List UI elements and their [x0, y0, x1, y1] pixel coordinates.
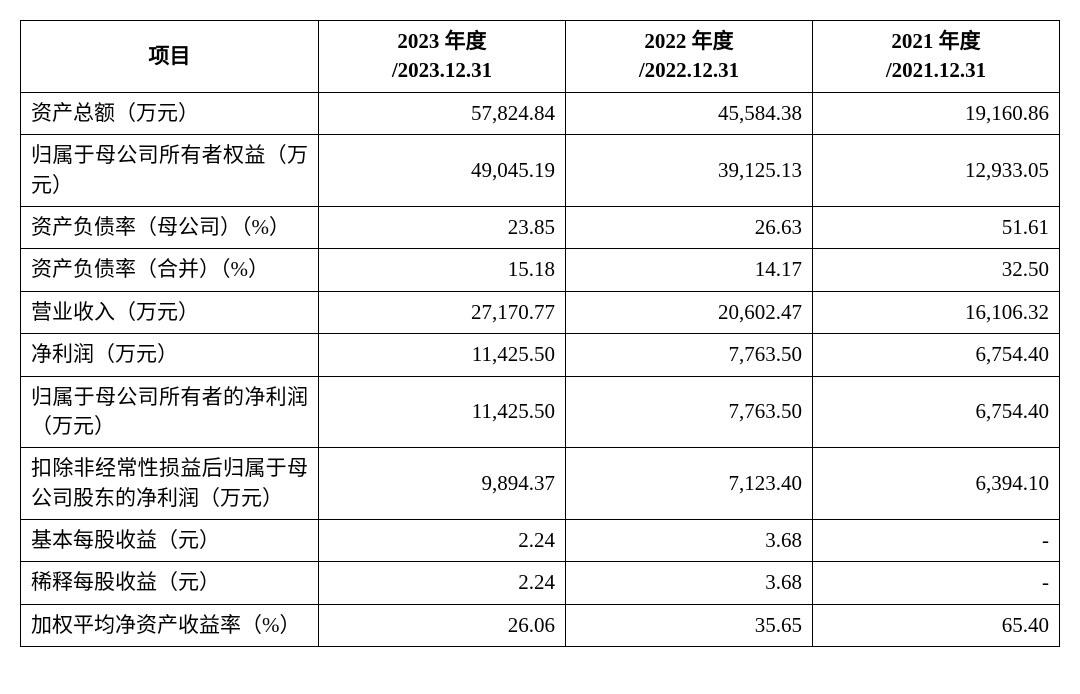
- header-2022-line2: /2022.12.31: [576, 56, 802, 85]
- row-label: 净利润（万元）: [21, 334, 319, 376]
- header-2021-line2: /2021.12.31: [823, 56, 1049, 85]
- row-value-2021: 6,754.40: [813, 334, 1060, 376]
- row-value-2023: 2.24: [319, 562, 566, 604]
- row-label: 基本每股收益（元）: [21, 520, 319, 562]
- row-label: 归属于母公司所有者的净利润（万元）: [21, 376, 319, 448]
- row-value-2021: 65.40: [813, 604, 1060, 646]
- header-2023-line2: /2023.12.31: [329, 56, 555, 85]
- row-value-2021: 6,394.10: [813, 448, 1060, 520]
- table-row: 稀释每股收益（元） 2.24 3.68 -: [21, 562, 1060, 604]
- row-value-2022: 14.17: [566, 249, 813, 291]
- row-value-2022: 3.68: [566, 520, 813, 562]
- table-row: 加权平均净资产收益率（%） 26.06 35.65 65.40: [21, 604, 1060, 646]
- row-value-2021: 12,933.05: [813, 135, 1060, 207]
- row-value-2022: 7,763.50: [566, 334, 813, 376]
- row-value-2023: 27,170.77: [319, 291, 566, 333]
- row-label: 资产负债率（母公司）（%）: [21, 206, 319, 248]
- row-value-2023: 9,894.37: [319, 448, 566, 520]
- table-body: 资产总额（万元） 57,824.84 45,584.38 19,160.86 归…: [21, 92, 1060, 646]
- row-value-2022: 35.65: [566, 604, 813, 646]
- header-2021: 2021 年度 /2021.12.31: [813, 21, 1060, 93]
- row-value-2022: 39,125.13: [566, 135, 813, 207]
- row-value-2021: 16,106.32: [813, 291, 1060, 333]
- table-row: 归属于母公司所有者权益（万元） 49,045.19 39,125.13 12,9…: [21, 135, 1060, 207]
- row-value-2023: 11,425.50: [319, 334, 566, 376]
- row-label: 资产负债率（合并）（%）: [21, 249, 319, 291]
- table-row: 基本每股收益（元） 2.24 3.68 -: [21, 520, 1060, 562]
- row-label: 归属于母公司所有者权益（万元）: [21, 135, 319, 207]
- row-value-2022: 7,123.40: [566, 448, 813, 520]
- header-item: 项目: [21, 21, 319, 93]
- header-2023-line1: 2023 年度: [329, 27, 555, 56]
- financial-table: 项目 2023 年度 /2023.12.31 2022 年度 /2022.12.…: [20, 20, 1060, 647]
- header-2022-line1: 2022 年度: [576, 27, 802, 56]
- row-value-2022: 7,763.50: [566, 376, 813, 448]
- row-value-2023: 49,045.19: [319, 135, 566, 207]
- row-value-2022: 20,602.47: [566, 291, 813, 333]
- row-value-2022: 26.63: [566, 206, 813, 248]
- table-row: 营业收入（万元） 27,170.77 20,602.47 16,106.32: [21, 291, 1060, 333]
- table-header-row: 项目 2023 年度 /2023.12.31 2022 年度 /2022.12.…: [21, 21, 1060, 93]
- row-value-2022: 3.68: [566, 562, 813, 604]
- row-value-2023: 23.85: [319, 206, 566, 248]
- table-row: 资产负债率（合并）（%） 15.18 14.17 32.50: [21, 249, 1060, 291]
- row-value-2021: -: [813, 562, 1060, 604]
- header-2022: 2022 年度 /2022.12.31: [566, 21, 813, 93]
- row-label: 加权平均净资产收益率（%）: [21, 604, 319, 646]
- table-row: 扣除非经常性损益后归属于母公司股东的净利润（万元） 9,894.37 7,123…: [21, 448, 1060, 520]
- row-label: 资产总额（万元）: [21, 92, 319, 134]
- row-value-2021: 19,160.86: [813, 92, 1060, 134]
- table-row: 归属于母公司所有者的净利润（万元） 11,425.50 7,763.50 6,7…: [21, 376, 1060, 448]
- row-value-2021: 51.61: [813, 206, 1060, 248]
- row-value-2021: 32.50: [813, 249, 1060, 291]
- row-value-2021: 6,754.40: [813, 376, 1060, 448]
- table-row: 资产负债率（母公司）（%） 23.85 26.63 51.61: [21, 206, 1060, 248]
- row-value-2021: -: [813, 520, 1060, 562]
- header-2023: 2023 年度 /2023.12.31: [319, 21, 566, 93]
- table-row: 净利润（万元） 11,425.50 7,763.50 6,754.40: [21, 334, 1060, 376]
- row-value-2023: 26.06: [319, 604, 566, 646]
- row-label: 稀释每股收益（元）: [21, 562, 319, 604]
- row-value-2023: 15.18: [319, 249, 566, 291]
- row-label: 扣除非经常性损益后归属于母公司股东的净利润（万元）: [21, 448, 319, 520]
- row-value-2023: 11,425.50: [319, 376, 566, 448]
- row-value-2022: 45,584.38: [566, 92, 813, 134]
- row-label: 营业收入（万元）: [21, 291, 319, 333]
- row-value-2023: 2.24: [319, 520, 566, 562]
- row-value-2023: 57,824.84: [319, 92, 566, 134]
- header-2021-line1: 2021 年度: [823, 27, 1049, 56]
- table-row: 资产总额（万元） 57,824.84 45,584.38 19,160.86: [21, 92, 1060, 134]
